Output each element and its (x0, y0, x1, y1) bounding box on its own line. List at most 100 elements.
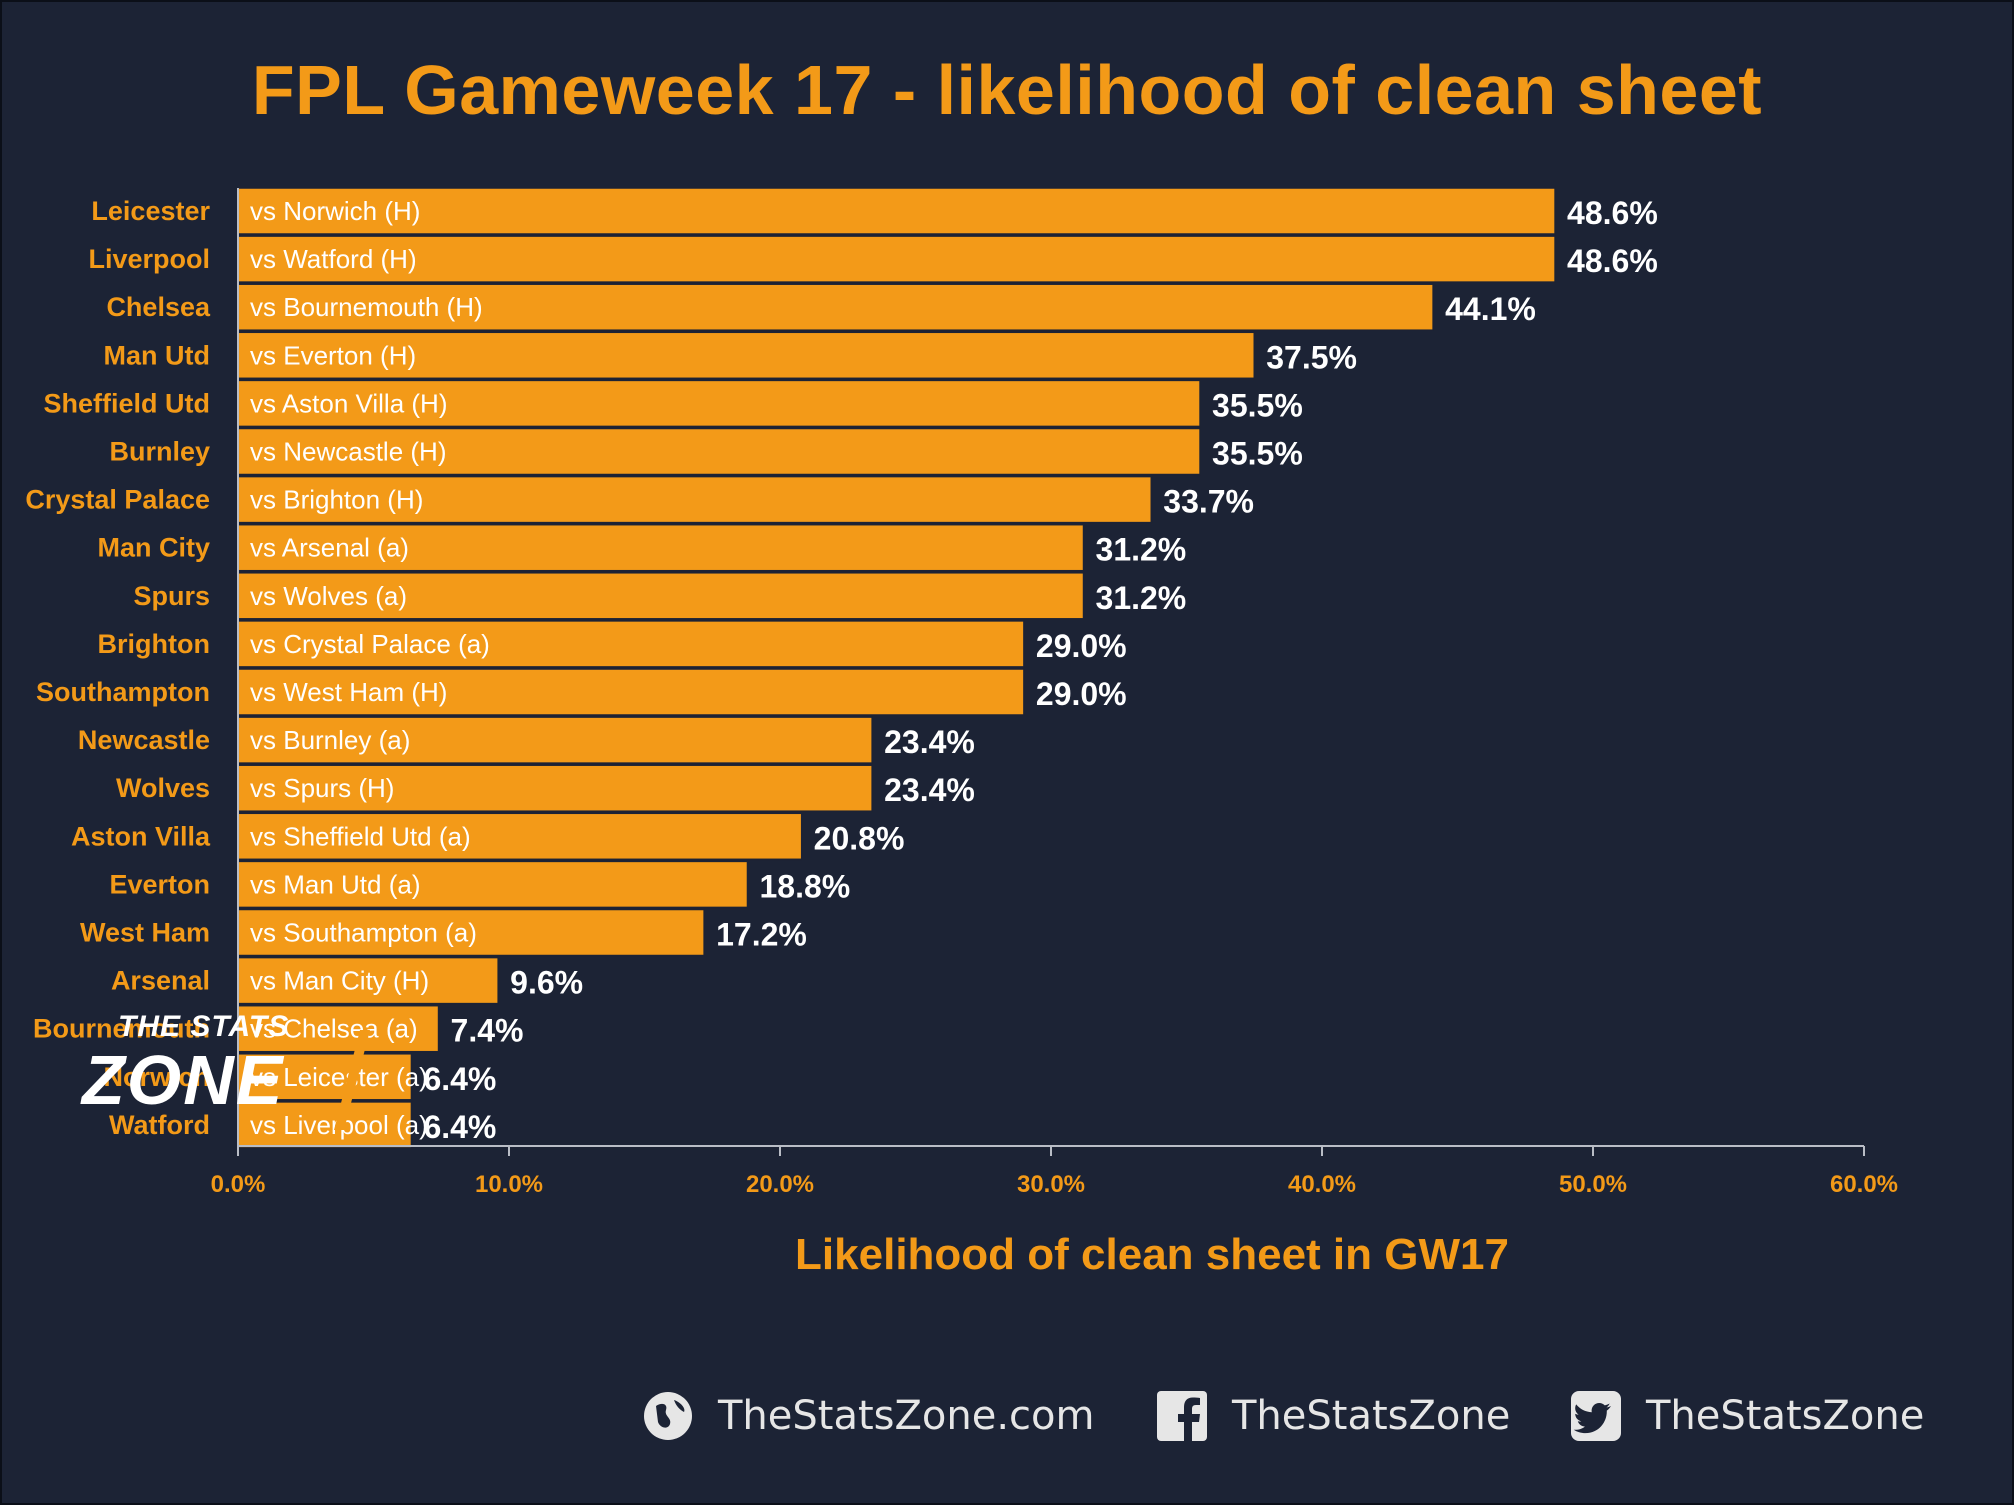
category-label: Crystal Palace (25, 485, 210, 515)
bar (237, 764, 873, 812)
bar (237, 523, 1085, 572)
twitter-label: TheStatsZone (1646, 1393, 1925, 1439)
logo-mark-icon (334, 1030, 370, 1130)
data-label: 31.2% (1096, 580, 1187, 616)
category-label: Wolves (116, 773, 210, 803)
x-tick-label: 30.0% (1017, 1171, 1085, 1198)
x-tick-label: 60.0% (1830, 1171, 1898, 1198)
data-label: 20.8% (814, 820, 905, 856)
logo-top-text: THE STATS (118, 1010, 290, 1043)
data-label: 6.4% (423, 1061, 496, 1097)
bar (237, 331, 1255, 380)
bar (237, 187, 1556, 235)
bar (237, 860, 749, 909)
bar (237, 235, 1556, 283)
fixture-label: vs Chelsea (a) (250, 1014, 418, 1044)
stats-zone-logo: THE STATS ZONE (82, 1010, 422, 1140)
data-label: 33.7% (1163, 484, 1254, 520)
fixture-label: vs Bournemouth (H) (250, 292, 483, 322)
x-tick-label: 0.0% (211, 1171, 266, 1198)
bar (237, 283, 1434, 331)
data-label: 48.6% (1567, 195, 1658, 231)
category-label: Liverpool (88, 244, 210, 274)
category-label: Arsenal (111, 966, 210, 996)
data-label: 23.4% (884, 724, 975, 760)
twitter-icon (1570, 1390, 1622, 1442)
x-axis: 0.0% 10.0% 20.0% 30.0% 40.0% 50.0% 60.0% Likeli… (211, 188, 1898, 1279)
social-website[interactable]: TheStatsZone.com (642, 1386, 1094, 1446)
category-label: Aston Villa (71, 821, 211, 851)
category-label: Spurs (133, 581, 210, 611)
social-facebook[interactable]: TheStatsZone (1156, 1386, 1510, 1446)
bar (237, 1004, 440, 1053)
category-label: Man Utd (104, 340, 210, 370)
data-label: 48.6% (1567, 243, 1658, 279)
x-axis-title: Likelihood of clean sheet in GW17 (795, 1230, 1509, 1279)
bar (237, 427, 1201, 476)
fixture-label: vs Spurs (H) (250, 773, 394, 803)
data-label: 18.8% (759, 868, 850, 904)
globe-icon (642, 1390, 694, 1442)
fixture-label: vs Norwich (H) (250, 196, 420, 226)
bar (237, 956, 499, 1005)
bar (237, 812, 803, 861)
bar (237, 379, 1201, 428)
fixture-label: vs Man City (H) (250, 966, 429, 996)
category-label: Sheffield Utd (44, 388, 211, 418)
category-label: Everton (109, 869, 210, 899)
bars-group: Leicester vs Norwich (H) 48.6% Liverpool vs … (25, 187, 1658, 1149)
fixture-label: vs Watford (H) (250, 244, 417, 274)
fixture-label: vs Brighton (H) (250, 485, 423, 515)
fixture-label: vs Aston Villa (H) (250, 388, 447, 418)
fixture-label: vs Sheffield Utd (a) (250, 821, 471, 851)
category-label: Bournemouth (33, 1014, 210, 1044)
data-label: 37.5% (1266, 339, 1357, 375)
fixture-label: vs Leicester (a) (250, 1062, 428, 1092)
fixture-label: vs Newcastle (H) (250, 437, 446, 467)
data-label: 44.1% (1445, 291, 1536, 327)
fixture-label: vs Arsenal (a) (250, 533, 409, 563)
category-label: Chelsea (106, 292, 211, 322)
data-label: 6.4% (423, 1109, 496, 1145)
data-label: 35.5% (1212, 387, 1303, 423)
fixture-label: vs Everton (H) (250, 340, 416, 370)
chart-title: FPL Gameweek 17 - likelihood of clean sh… (251, 51, 1763, 129)
x-tick-label: 10.0% (475, 1171, 543, 1198)
category-label: Norwich (103, 1062, 210, 1092)
category-label: Man City (97, 533, 210, 563)
bar (237, 1053, 413, 1101)
category-label: Southampton (36, 677, 210, 707)
data-label: 29.0% (1036, 628, 1127, 664)
fixture-label: vs Man Utd (a) (250, 869, 421, 899)
data-label: 31.2% (1096, 532, 1187, 568)
fixture-label: vs Crystal Palace (a) (250, 629, 490, 659)
fixture-label: vs Wolves (a) (250, 581, 407, 611)
bar (237, 475, 1153, 524)
category-label: Brighton (98, 629, 210, 659)
logo-main-text: ZONE (82, 1041, 285, 1119)
category-label: Newcastle (78, 725, 210, 755)
x-tick-label: 50.0% (1559, 1171, 1627, 1198)
data-label: 23.4% (884, 772, 975, 808)
website-label: TheStatsZone.com (718, 1393, 1095, 1439)
bar (237, 908, 705, 957)
fixture-label: vs Southampton (a) (250, 918, 477, 948)
facebook-icon (1156, 1390, 1208, 1442)
data-label: 17.2% (716, 917, 807, 953)
facebook-label: TheStatsZone (1232, 1393, 1511, 1439)
data-label: 9.6% (510, 965, 583, 1001)
bar (237, 572, 1085, 620)
category-label: West Ham (80, 918, 210, 948)
social-twitter[interactable]: TheStatsZone (1570, 1386, 1924, 1446)
data-label: 29.0% (1036, 676, 1127, 712)
x-tick-label: 20.0% (746, 1171, 814, 1198)
fixture-label: vs West Ham (H) (250, 677, 447, 707)
data-label: 7.4% (451, 1013, 524, 1049)
category-label: Leicester (91, 196, 210, 226)
fixture-label: vs Burnley (a) (250, 725, 410, 755)
x-tick-label: 40.0% (1288, 1171, 1356, 1198)
data-label: 35.5% (1212, 436, 1303, 472)
category-label: Watford (109, 1110, 210, 1140)
category-label: Burnley (109, 437, 210, 467)
